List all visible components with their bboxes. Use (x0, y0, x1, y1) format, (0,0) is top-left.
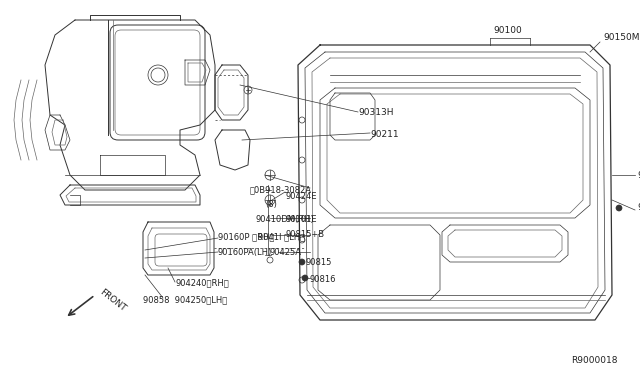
Text: 90160P 〈RH〉: 90160P 〈RH〉 (218, 232, 275, 241)
Text: 90815: 90815 (305, 258, 332, 267)
Circle shape (302, 275, 308, 281)
Text: 90425A: 90425A (270, 248, 302, 257)
Text: 90410DM(RH): 90410DM(RH) (255, 215, 314, 224)
Text: 90424E: 90424E (285, 192, 317, 201)
Text: 90313H: 90313H (358, 108, 394, 117)
Text: 90313: 90313 (637, 170, 640, 180)
Text: 9041I 〈LH〉: 9041I 〈LH〉 (258, 232, 305, 241)
Circle shape (616, 205, 622, 211)
Text: 9081DH: 9081DH (637, 203, 640, 212)
Text: FRONT: FRONT (98, 288, 127, 314)
Text: 90816: 90816 (310, 275, 337, 284)
Text: R9000018: R9000018 (572, 356, 618, 365)
Text: 90101E: 90101E (285, 215, 317, 224)
Text: 90150M: 90150M (603, 33, 639, 42)
Text: 90211: 90211 (370, 130, 399, 139)
Text: (8): (8) (265, 200, 277, 209)
Text: 90100: 90100 (493, 26, 522, 35)
Circle shape (299, 259, 305, 265)
Text: 90858  904250〈LH〉: 90858 904250〈LH〉 (143, 295, 227, 304)
Text: ⓝ0B918-3082A: ⓝ0B918-3082A (250, 185, 312, 194)
Text: 904240〈RH〉: 904240〈RH〉 (175, 278, 228, 287)
Text: 90815+B: 90815+B (285, 230, 324, 239)
Text: 90160PA(LH): 90160PA(LH) (218, 248, 272, 257)
